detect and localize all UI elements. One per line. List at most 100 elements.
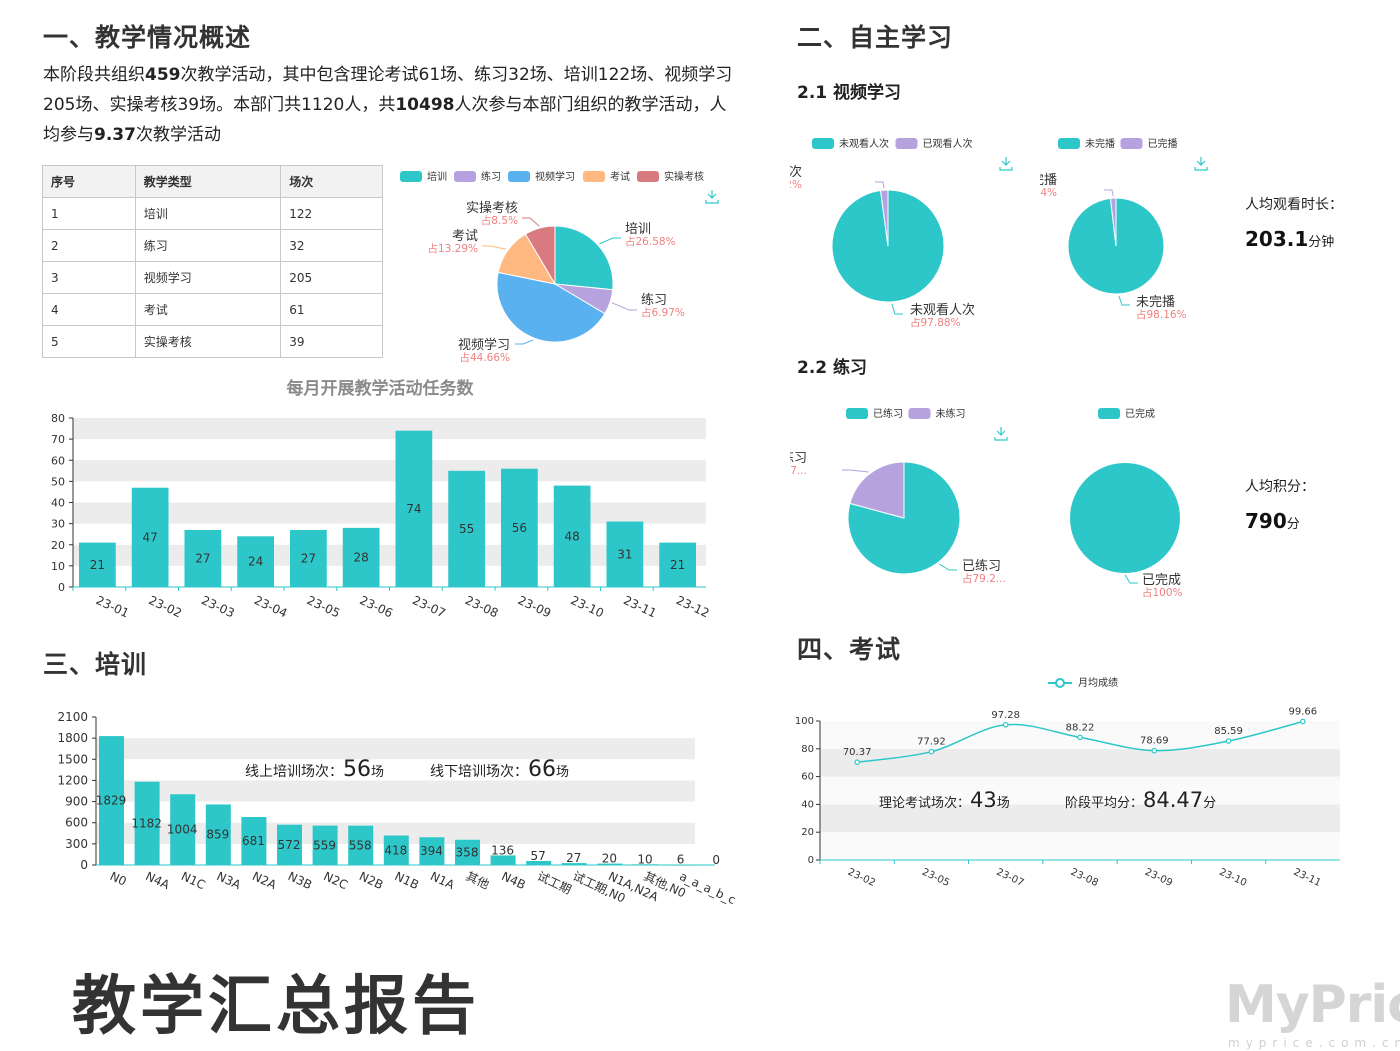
bar-value-label: 21 bbox=[670, 558, 685, 572]
pie-leader-line bbox=[891, 303, 903, 315]
x-tick-label: 23-10 bbox=[568, 593, 606, 620]
x-tick-label: N2B bbox=[357, 869, 385, 892]
bar bbox=[79, 542, 116, 587]
training-bar-chart: 0 300 600 900 1200 1500 1800 2100 1829 N0 1182 N4A 1… bbox=[57, 710, 737, 907]
legend-swatch bbox=[454, 171, 476, 182]
x-tick-label: 23-05 bbox=[920, 867, 951, 889]
table-row: 3 视频学习 205 bbox=[42, 261, 383, 294]
table-cell: 205 bbox=[280, 261, 383, 294]
exam-count-value: 43 bbox=[970, 788, 997, 812]
exam-avg-label: 阶段平均分： bbox=[1065, 796, 1143, 811]
bar bbox=[312, 825, 338, 865]
pie-percent-label: 占6.97% bbox=[641, 306, 685, 319]
bar bbox=[237, 536, 274, 587]
x-tick-label: 23-10 bbox=[1217, 867, 1248, 889]
grid-band bbox=[820, 748, 1340, 777]
legend-swatch bbox=[583, 171, 605, 182]
x-tick-label: 23-09 bbox=[1143, 867, 1174, 889]
bar-value-label: 136 bbox=[491, 843, 514, 857]
section2-title: 二、自主学习 bbox=[797, 23, 954, 52]
summary-text: 本阶段共组织 bbox=[43, 65, 145, 85]
bar-value-label: 1829 bbox=[96, 794, 127, 808]
offline-training-unit: 场 bbox=[556, 765, 569, 780]
x-tick-label: 23-12 bbox=[674, 593, 712, 620]
point-value-label: 97.28 bbox=[991, 710, 1020, 721]
point-value-label: 77.92 bbox=[917, 737, 946, 748]
bar-value-label: 20 bbox=[602, 852, 617, 866]
y-tick-label: 80 bbox=[801, 744, 814, 755]
pie-percent-label: 占2.12% bbox=[790, 178, 802, 191]
x-tick-label: 23-08 bbox=[463, 593, 501, 620]
x-tick-label: N2C bbox=[321, 869, 350, 892]
pie-leader-line bbox=[1104, 189, 1114, 197]
bar-value-label: 6 bbox=[677, 853, 685, 867]
y-tick-label: 0 bbox=[80, 858, 88, 872]
bar-value-label: 27 bbox=[566, 851, 581, 865]
bar bbox=[184, 529, 222, 587]
x-tick-label: 23-07 bbox=[994, 867, 1025, 889]
table-header-cell: 序号 bbox=[42, 165, 136, 198]
legend-swatch bbox=[895, 138, 918, 149]
x-tick-label: N1A bbox=[428, 869, 457, 893]
bar-value-label: 418 bbox=[384, 843, 407, 857]
y-tick-label: 0 bbox=[58, 581, 65, 594]
video-subtitle: 2.1 视频学习 bbox=[797, 83, 902, 103]
avg-score-label: 人均积分： bbox=[1245, 479, 1315, 495]
summary-highlight: 9.37 bbox=[94, 125, 136, 145]
practice-pie-chart: 已练习未练习已练习占79.2...未练习占20.7... bbox=[790, 407, 1008, 585]
x-tick-label: 23-02 bbox=[146, 593, 184, 620]
download-icon bbox=[1194, 157, 1208, 171]
download-icon-path bbox=[994, 427, 1008, 441]
pie-leader-line bbox=[938, 563, 957, 571]
exam-avg-stat: 阶段平均分：84.47分 bbox=[1065, 788, 1216, 812]
pie-leader-line bbox=[482, 245, 507, 250]
bar bbox=[277, 824, 302, 865]
bar-value-label: 559 bbox=[313, 838, 336, 852]
x-tick-label: N3A bbox=[215, 869, 244, 893]
bar bbox=[526, 860, 552, 865]
exam-line-chart: 月均成绩 0 20 40 60 80 100 23-02 23-05 23-07 23-08 23-0… bbox=[795, 676, 1340, 889]
line-point bbox=[854, 759, 860, 765]
grid-band bbox=[820, 804, 1340, 833]
x-tick-label: 23-11 bbox=[621, 593, 659, 620]
table-cell: 练习 bbox=[134, 229, 282, 262]
legend-label: 培训 bbox=[427, 170, 447, 183]
legend-label: 未练习 bbox=[936, 407, 966, 420]
table-header-cell: 场次 bbox=[280, 165, 383, 198]
table-cell: 32 bbox=[280, 229, 383, 262]
pie-slice bbox=[880, 189, 889, 247]
pie-percent-label: 占79.2... bbox=[962, 572, 1006, 585]
bar bbox=[170, 794, 196, 865]
bar-value-label: 1004 bbox=[167, 823, 198, 837]
pie-leader-line bbox=[522, 217, 540, 227]
y-tick-label: 0 bbox=[808, 855, 814, 866]
y-tick-label: 20 bbox=[51, 539, 65, 552]
bar-value-label: 1182 bbox=[131, 816, 162, 830]
legend-swatch bbox=[1098, 408, 1120, 419]
legend-swatch bbox=[637, 171, 659, 182]
legend-label: 已完成 bbox=[1125, 407, 1155, 420]
bar-value-label: 28 bbox=[353, 550, 368, 564]
pie-leader-line bbox=[875, 181, 885, 189]
bar-value-label: 31 bbox=[617, 547, 632, 561]
x-tick-label: N3B bbox=[286, 869, 314, 892]
pie-slice bbox=[849, 461, 905, 519]
pie-leader-line bbox=[611, 302, 637, 311]
download-icon-path bbox=[705, 190, 719, 204]
legend-label: 已观看人次 bbox=[923, 137, 973, 150]
summary-highlight: 10498 bbox=[395, 95, 455, 115]
y-tick-label: 2100 bbox=[57, 710, 88, 724]
download-icon-path bbox=[1194, 157, 1208, 171]
point-value-label: 88.22 bbox=[1066, 722, 1095, 733]
pie-slice bbox=[496, 271, 606, 343]
bar-value-label: 48 bbox=[564, 529, 579, 543]
bar bbox=[395, 430, 433, 587]
y-tick-label: 10 bbox=[51, 560, 65, 573]
legend-swatch bbox=[846, 408, 868, 419]
bar bbox=[668, 864, 694, 866]
section4-title: 四、考试 bbox=[797, 635, 902, 664]
x-tick-label: 23-09 bbox=[516, 593, 554, 620]
grid-band bbox=[820, 776, 1340, 805]
